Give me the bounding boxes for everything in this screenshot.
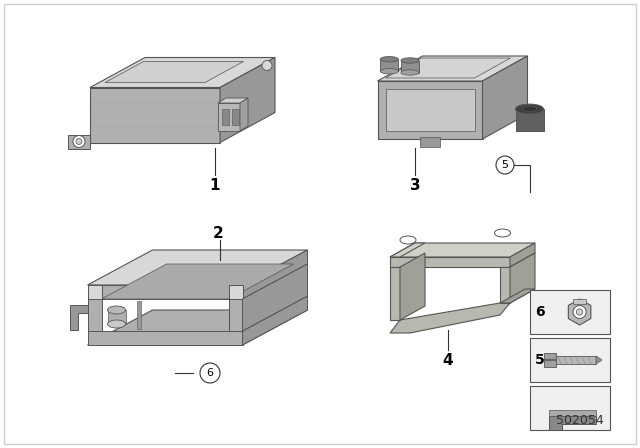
Ellipse shape [515, 104, 543, 114]
Text: 1: 1 [210, 177, 220, 193]
Polygon shape [549, 410, 596, 416]
Polygon shape [88, 250, 307, 285]
Polygon shape [378, 81, 483, 139]
Polygon shape [218, 103, 240, 131]
Polygon shape [390, 303, 510, 333]
Circle shape [73, 135, 85, 147]
Polygon shape [573, 299, 586, 304]
Polygon shape [90, 57, 275, 87]
Ellipse shape [108, 306, 125, 314]
Polygon shape [420, 137, 440, 147]
Text: 4: 4 [443, 353, 453, 367]
Polygon shape [500, 289, 535, 303]
Polygon shape [90, 300, 97, 313]
Ellipse shape [401, 70, 419, 75]
Polygon shape [568, 299, 591, 325]
Circle shape [573, 306, 586, 319]
Polygon shape [483, 56, 527, 139]
Circle shape [200, 363, 220, 383]
Polygon shape [510, 253, 535, 303]
Polygon shape [90, 87, 220, 142]
Circle shape [496, 156, 514, 174]
Polygon shape [222, 109, 229, 125]
Polygon shape [240, 98, 248, 131]
Polygon shape [549, 416, 596, 430]
Polygon shape [70, 305, 90, 330]
Text: 5: 5 [502, 160, 509, 170]
Ellipse shape [401, 58, 419, 63]
Text: 6: 6 [207, 368, 214, 378]
Polygon shape [228, 299, 243, 331]
Polygon shape [385, 58, 511, 78]
Polygon shape [378, 56, 527, 81]
Text: 502054: 502054 [556, 414, 604, 426]
Polygon shape [102, 264, 294, 299]
Polygon shape [401, 60, 419, 73]
Polygon shape [220, 57, 275, 142]
Polygon shape [390, 243, 535, 257]
Polygon shape [88, 285, 102, 299]
Polygon shape [390, 257, 510, 267]
Ellipse shape [108, 320, 125, 328]
Text: 5: 5 [535, 353, 545, 367]
Ellipse shape [380, 56, 398, 62]
Polygon shape [500, 267, 510, 303]
Text: 3: 3 [410, 177, 420, 193]
Polygon shape [385, 89, 474, 131]
Polygon shape [390, 243, 425, 257]
Polygon shape [88, 299, 102, 331]
Polygon shape [510, 243, 535, 267]
Polygon shape [228, 285, 243, 299]
Polygon shape [136, 301, 141, 329]
Polygon shape [68, 134, 90, 148]
Polygon shape [88, 331, 243, 345]
Circle shape [262, 60, 272, 70]
Polygon shape [218, 98, 248, 103]
Polygon shape [88, 285, 243, 299]
Polygon shape [380, 59, 398, 71]
Polygon shape [390, 267, 400, 320]
Ellipse shape [400, 236, 416, 244]
Bar [530, 386, 610, 430]
Bar [530, 290, 610, 334]
Polygon shape [88, 310, 307, 345]
Polygon shape [108, 310, 125, 324]
Text: 6: 6 [535, 305, 545, 319]
Polygon shape [243, 264, 307, 331]
Circle shape [577, 309, 583, 315]
Polygon shape [400, 253, 425, 320]
Polygon shape [243, 296, 307, 345]
Polygon shape [232, 109, 239, 125]
Polygon shape [544, 353, 556, 367]
Polygon shape [105, 61, 243, 82]
Circle shape [76, 138, 82, 145]
Ellipse shape [495, 229, 511, 237]
Polygon shape [515, 109, 543, 131]
Ellipse shape [522, 106, 536, 112]
Polygon shape [596, 356, 602, 364]
Polygon shape [556, 356, 596, 364]
Ellipse shape [380, 69, 398, 74]
Text: 2: 2 [212, 225, 223, 241]
Bar [530, 338, 610, 382]
Polygon shape [243, 250, 307, 299]
